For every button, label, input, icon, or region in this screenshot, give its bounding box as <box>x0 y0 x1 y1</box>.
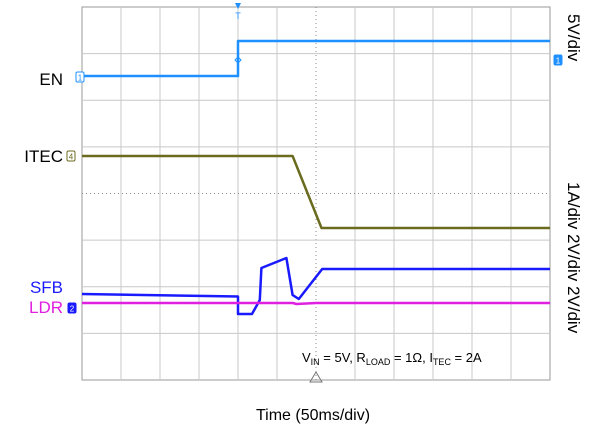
channel-markers: 1 4 2 1 T <box>66 3 563 383</box>
trigger-level-diamond-icon <box>234 56 242 64</box>
legend-label-sfb: SFB <box>30 278 63 297</box>
x-axis-label: Time (50ms/div) <box>256 407 370 424</box>
annotation-part: IN <box>311 357 320 367</box>
trace-en <box>82 39 550 78</box>
channel-marker-number: 1 <box>78 74 83 83</box>
legend-label-en: EN <box>39 70 63 89</box>
annotation-part: LOAD <box>366 357 391 367</box>
grid <box>81 6 551 381</box>
trace-itec <box>82 154 550 230</box>
trace-ldr <box>82 301 550 306</box>
channel-marker-1: 1 <box>75 71 85 83</box>
channel-marker-box <box>553 54 563 66</box>
channel-marker-box <box>66 150 76 162</box>
legend-label-itec: ITEC <box>24 147 63 166</box>
annotation-part: V <box>302 350 311 365</box>
channel-marker-box <box>67 302 77 314</box>
channel-marker-number: 2 <box>70 305 75 314</box>
annotation-part: = 5V, R <box>320 350 366 365</box>
channel-marker-number: 4 <box>69 153 74 162</box>
scale-label-top: 5V/div <box>564 14 583 62</box>
traces <box>81 39 550 316</box>
channel-marker-3: 2 <box>67 302 77 314</box>
legend-label-ldr: LDR <box>29 298 63 317</box>
trigger-letter: T <box>235 11 241 21</box>
annotation-part: TEC <box>433 357 452 367</box>
scale-label-bottom: 1A/div 2V/div 2V/div <box>564 182 583 334</box>
test-conditions-annotation: VIN = 5V, RLOAD = 1Ω, ITEC = 2A <box>302 350 482 367</box>
trace-sfb <box>81 256 550 316</box>
horizontal-position-icon <box>309 371 323 383</box>
channel-marker-box <box>75 71 85 83</box>
channel-marker-number: 1 <box>556 57 561 66</box>
trigger-marker: T <box>234 3 242 64</box>
channel-marker-2: 4 <box>66 150 76 162</box>
channel-1-right-marker: 1 <box>553 54 563 66</box>
annotation-part: = 1Ω, I <box>390 350 433 365</box>
annotation-part: = 2A <box>451 350 482 365</box>
plot-frame <box>81 6 551 381</box>
trigger-arrow-icon <box>235 3 241 9</box>
